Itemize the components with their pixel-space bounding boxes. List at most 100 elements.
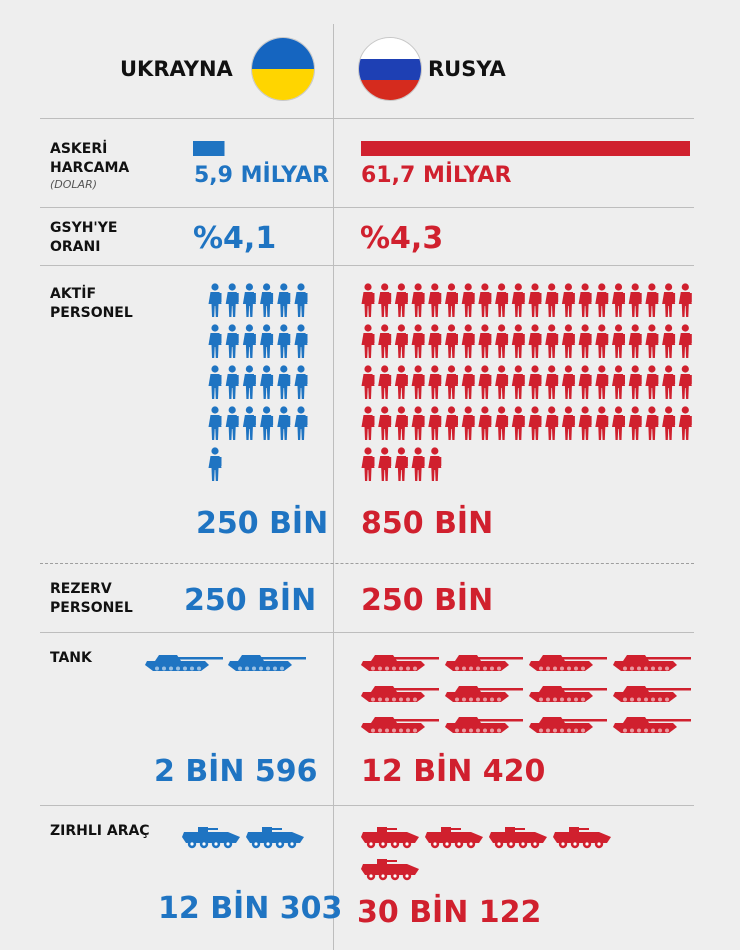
ukraine-soldier-icon [225,283,239,317]
russia-title: RUSYA [428,57,506,81]
armored-label: ZIRHLI ARAÇ [50,823,150,839]
russia-soldier-icon [361,365,375,399]
russia-soldier-icon [578,365,592,399]
russia-gdp-value: %4,3 [360,221,444,256]
russia-tank-icon [361,717,439,733]
russia-tank-icon [445,655,523,671]
russia-soldier-icon [511,365,525,399]
russia-soldier-icon [428,365,442,399]
russia-armored-vehicle-icon [425,827,483,849]
russia-soldier-icon [511,283,525,317]
russia-soldier-icon [361,283,375,317]
russia-soldier-icon [545,324,559,358]
russia-soldier-icon [428,283,442,317]
russia-soldier-icon [561,324,575,358]
ukraine-reserve-value: 250 BİN [184,583,317,618]
ukraine-soldier-icon [242,406,256,440]
russia-soldier-icon [445,365,458,399]
russia-soldier-icon [595,324,609,358]
russia-soldier-icon [678,324,692,358]
ukraine-soldier-icon [225,324,239,358]
russia-soldier-icon [545,283,559,317]
ukraine-soldier-icon [208,324,222,358]
russia-tank-value: 12 BİN 420 [361,754,546,789]
divider [40,632,694,633]
russia-soldier-icon [561,365,575,399]
russia-soldier-icon [461,283,475,317]
russia-soldier-icon [612,406,625,440]
gdp-label: GSYH'YE ORANI [50,220,118,255]
russia-tank-icon [529,686,607,702]
russia-tank-icon [613,686,691,702]
russia-tank-icon [361,686,439,702]
ukraine-soldier-icon [225,365,239,399]
russia-soldier-icon [511,324,525,358]
russia-soldier-icon [595,283,609,317]
russia-soldier-icon [678,283,692,317]
russia-soldier-icon [662,283,676,317]
divider [40,207,694,208]
ukraine-armored-vehicle-icon [182,827,240,849]
russia-soldier-icon [528,324,542,358]
russia-armored-vehicle-icon [361,827,419,849]
russia-soldier-icon [394,283,408,317]
russia-tank-icon [529,655,607,671]
ukraine-soldier-icon [242,365,256,399]
russia-soldier-icon [394,447,408,481]
ukraine-tank-value: 2 BİN 596 [154,754,318,789]
reserve-label: REZERV PERSONEL [50,581,133,616]
russia-soldier-icon [678,406,692,440]
russia-soldier-icon [578,406,592,440]
russia-soldier-icon [528,365,542,399]
spending-label: ASKERİ HARCAMA (DOLAR) [50,141,130,191]
russia-soldier-icon [378,365,392,399]
russia-flag [358,37,422,101]
ukraine-soldier-icon [277,406,291,440]
russia-soldier-icon [445,283,458,317]
russia-soldier-icon [628,283,642,317]
russia-soldier-icon [662,324,676,358]
russia-soldier-icon [628,365,642,399]
russia-soldier-icon [378,447,392,481]
russia-soldier-icon [645,324,659,358]
russia-reserve-value: 250 BİN [361,583,494,618]
russia-soldier-icon [428,406,442,440]
russia-soldier-icon [378,406,392,440]
russia-soldier-icon [678,365,692,399]
russia-soldier-icon [378,324,392,358]
russia-spending-value: 61,7 MİLYAR [361,163,512,188]
russia-armored-value: 30 BİN 122 [357,895,542,930]
russia-soldier-icon [445,324,458,358]
russia-soldier-icon [495,324,509,358]
ukraine-soldier-icon [260,324,274,358]
ukraine-soldier-icon [260,406,274,440]
ukraine-soldier-icon [294,283,308,317]
russia-soldier-icon [394,365,408,399]
russia-soldier-icon [411,406,425,440]
ukraine-spending-bar [193,141,225,156]
russia-soldier-icon [578,283,592,317]
divider [40,118,694,119]
russia-active-value: 850 BİN [361,506,494,541]
russia-soldier-icon [595,406,609,440]
russia-soldier-icon [612,283,625,317]
russia-soldier-icon [394,406,408,440]
ukraine-soldier-icon [277,283,291,317]
russia-soldier-icon [628,324,642,358]
russia-soldier-icon [662,406,676,440]
ukraine-soldier-icon [260,365,274,399]
ukraine-soldier-icon [260,283,274,317]
russia-soldier-icon [662,365,676,399]
russia-soldier-icon [411,324,425,358]
active-label: AKTİF PERSONEL [50,286,133,321]
ukraine-spending-value: 5,9 MİLYAR [194,163,330,188]
russia-soldier-icon [461,406,475,440]
ukraine-soldier-icon [294,365,308,399]
russia-armored-vehicle-icon [361,859,419,881]
russia-soldier-icon [411,447,425,481]
russia-tank-icon [445,717,523,733]
ukraine-soldier-icon [294,324,308,358]
russia-soldier-icon [394,324,408,358]
ukraine-soldier-icon [277,324,291,358]
